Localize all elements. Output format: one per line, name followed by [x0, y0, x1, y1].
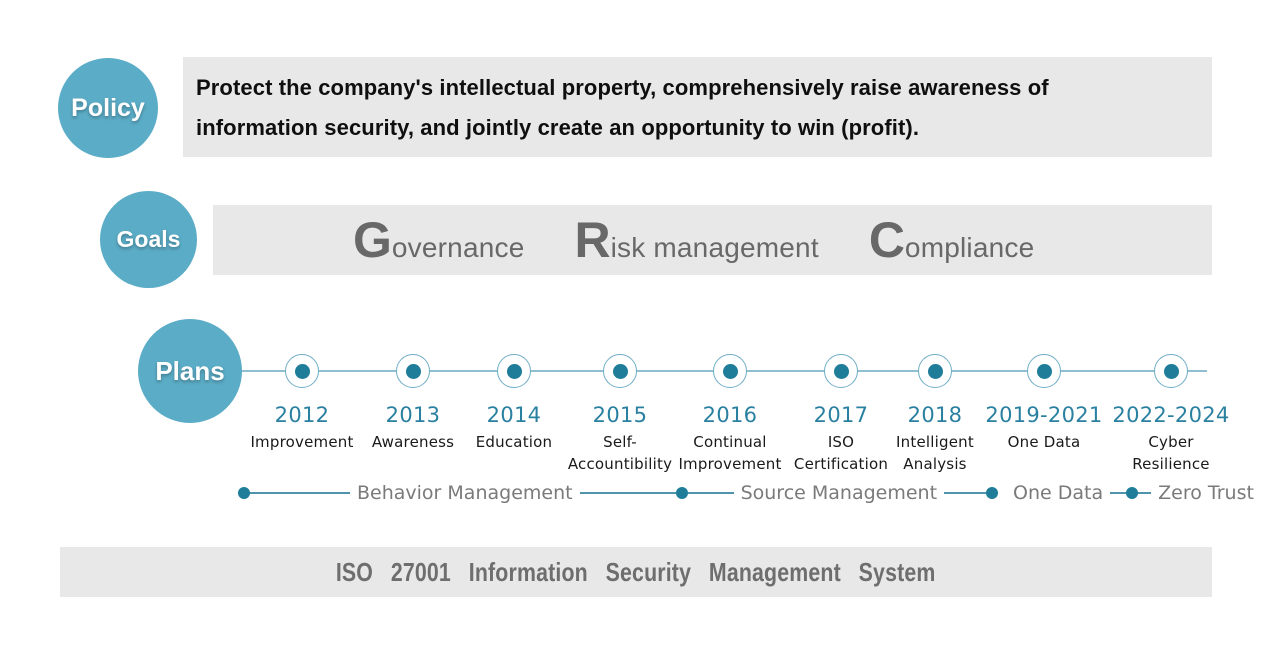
- timeline-node-2019-2021: [1027, 354, 1061, 388]
- milestone-label: Improvement: [227, 431, 377, 453]
- timeline-node-dot: [722, 363, 738, 379]
- phase-connector: [1110, 492, 1127, 494]
- milestone-2016: 2016 Continual Improvement: [655, 402, 805, 475]
- timeline-node-dot: [1163, 363, 1179, 379]
- phase-one-data: One Data: [1013, 482, 1104, 504]
- phase-zero-trust: Zero Trust: [1158, 482, 1254, 504]
- milestone-2013: 2013 Awareness: [338, 402, 488, 453]
- policy-statement-line1: Protect the company's intellectual prope…: [196, 75, 1049, 100]
- milestone-2019-2021: 2019-2021 One Data: [969, 402, 1119, 453]
- milestone-2022-2024: 2022-2024 Cyber Resilience: [1096, 402, 1246, 475]
- phase-behavior-management: Behavior Management: [357, 482, 573, 504]
- milestone-label: ISO Certification: [766, 431, 916, 475]
- timeline-node-dot: [1036, 363, 1052, 379]
- timeline-node-dot: [294, 363, 310, 379]
- milestone-year: 2015: [592, 403, 648, 427]
- plans-bubble: Plans: [138, 319, 242, 423]
- milestone-label-line1: One Data: [1007, 433, 1081, 451]
- iso-footer-title: ISO 27001 Information Security Managemen…: [336, 556, 936, 587]
- phase-dot: [675, 487, 688, 499]
- phase-connector: [250, 492, 350, 494]
- timeline-node-2016: [713, 354, 747, 388]
- policy-bubble-label: Policy: [71, 93, 145, 122]
- milestone-label-line1: Improvement: [250, 433, 354, 451]
- milestone-2012: 2012 Improvement: [227, 402, 377, 453]
- goal-compliance-rest: ompliance: [904, 232, 1035, 263]
- milestone-year: 2012: [274, 403, 330, 427]
- milestone-label-line1: Cyber: [1148, 433, 1194, 451]
- goals-bubble: Goals: [100, 191, 197, 288]
- timeline-node-dot: [405, 363, 421, 379]
- milestone-label-line2: Resilience: [1132, 455, 1210, 473]
- goal-governance-rest: overnance: [391, 232, 525, 263]
- timeline-node-2015: [603, 354, 637, 388]
- milestone-label: One Data: [969, 431, 1119, 453]
- milestone-2017: 2017 ISO Certification: [766, 402, 916, 475]
- milestone-year: 2014: [486, 403, 542, 427]
- goals-bubble-label: Goals: [116, 226, 181, 252]
- milestone-label: Self- Accountibility: [545, 431, 695, 475]
- goal-governance-initial: G: [353, 212, 392, 268]
- phase-connector: [687, 492, 734, 494]
- milestone-year: 2016: [702, 403, 758, 427]
- timeline-node-2018: [918, 354, 952, 388]
- timeline-node-2013: [396, 354, 430, 388]
- policy-statement: Protect the company's intellectual prope…: [183, 57, 1212, 148]
- milestone-2014: 2014 Education: [439, 402, 589, 453]
- goal-risk-rest: isk management: [610, 232, 819, 263]
- milestone-label-line1: Intelligent: [896, 433, 974, 451]
- iso-footer-bar: ISO 27001 Information Security Managemen…: [60, 547, 1212, 597]
- timeline-node-2014: [497, 354, 531, 388]
- phase-connector: [579, 492, 676, 494]
- plans-bubble-label: Plans: [155, 355, 225, 386]
- timeline-node-dot: [833, 363, 849, 379]
- milestone-label-line1: Self-: [603, 433, 637, 451]
- goal-risk-initial: R: [574, 212, 611, 268]
- phase-connector: [944, 492, 987, 494]
- milestone-label-line2: Improvement: [678, 455, 782, 473]
- goal-compliance-initial: C: [868, 212, 905, 268]
- milestone-year: 2017: [813, 403, 869, 427]
- milestone-label-line2: Accountibility: [567, 455, 673, 473]
- phase-dot: [986, 487, 999, 499]
- milestone-year: 2019-2021: [985, 403, 1103, 427]
- milestone-label-line2: Analysis: [903, 455, 967, 473]
- milestone-year: 2018: [907, 403, 963, 427]
- policy-statement-panel: Protect the company's intellectual prope…: [183, 57, 1212, 157]
- timeline-node-2017: [824, 354, 858, 388]
- milestone-label-line1: Education: [475, 433, 553, 451]
- policy-statement-line2: information security, and jointly create…: [196, 115, 920, 140]
- milestone-label-line1: Awareness: [371, 433, 455, 451]
- timeline-node-dot: [506, 363, 522, 379]
- timeline-node-2022-2024: [1154, 354, 1188, 388]
- phase-source-management: Source Management: [740, 482, 938, 504]
- milestone-label: Cyber Resilience: [1096, 431, 1246, 475]
- milestone-label: Education: [439, 431, 589, 453]
- milestone-2018: 2018 Intelligent Analysis: [860, 402, 1010, 475]
- phase-connector: [1138, 492, 1152, 494]
- milestone-label: Intelligent Analysis: [860, 431, 1010, 475]
- timeline-node-dot: [927, 363, 943, 379]
- milestone-year: 2013: [385, 403, 441, 427]
- timeline-node-2012: [285, 354, 319, 388]
- timeline-node-dot: [612, 363, 628, 379]
- phase-dot: [238, 487, 250, 499]
- milestone-label: Continual Improvement: [655, 431, 805, 475]
- policy-bubble: Policy: [58, 58, 158, 158]
- phase-row: Behavior Management Source Management On…: [238, 482, 1261, 504]
- phase-dot: [1126, 487, 1139, 499]
- milestone-year: 2022-2024: [1112, 403, 1230, 427]
- milestone-label: Awareness: [338, 431, 488, 453]
- milestone-label-line1: Continual: [693, 433, 767, 451]
- milestone-2015: 2015 Self- Accountibility: [545, 402, 695, 475]
- milestone-label-line1: ISO: [827, 433, 855, 451]
- milestone-label-line2: Certification: [793, 455, 889, 473]
